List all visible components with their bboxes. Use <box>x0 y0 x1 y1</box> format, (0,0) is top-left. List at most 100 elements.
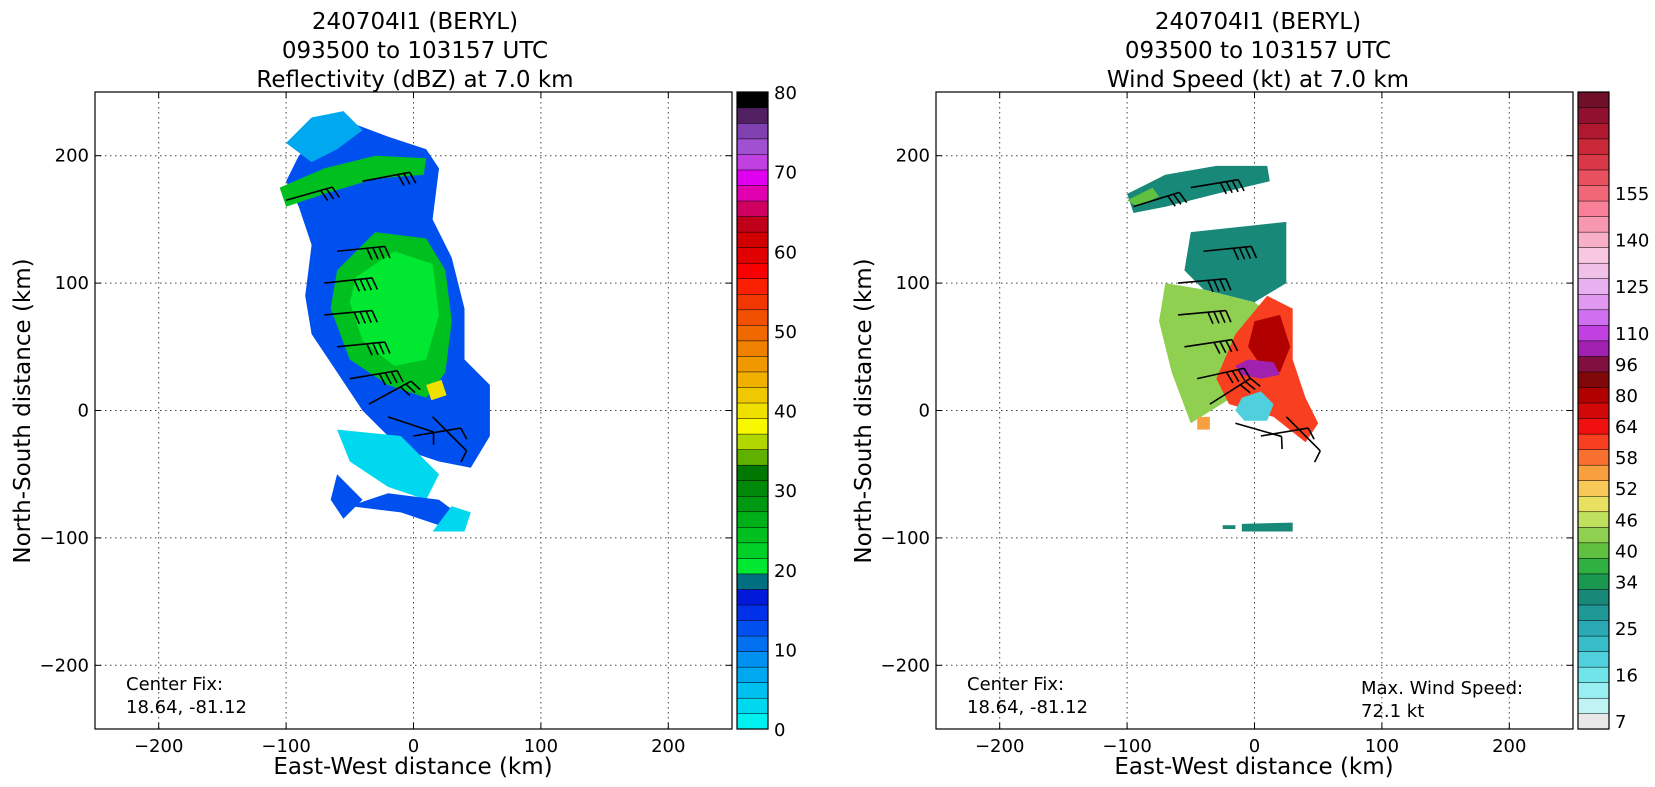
colorbar-swatch <box>1577 200 1610 217</box>
colorbar-swatch <box>736 666 769 683</box>
center-fix-label: Center Fix: <box>126 674 223 695</box>
colorbar-swatch <box>736 355 769 373</box>
colorbar-tick-label: 25 <box>1615 619 1638 640</box>
colorbar-swatch <box>1577 495 1610 513</box>
colorbar-swatch <box>1577 651 1610 668</box>
echo-region <box>1248 314 1291 373</box>
colorbar-swatch <box>1577 480 1610 497</box>
colorbar-swatch <box>736 340 769 357</box>
colorbar-swatch <box>736 169 769 186</box>
colorbar-swatch <box>736 91 769 109</box>
panel-reflectivity: 240704I1 (BERYL) 093500 to 103157 UTC Re… <box>10 9 797 780</box>
y-tick-label: 200 <box>55 146 89 167</box>
colorbar-tick-label: 16 <box>1615 666 1638 687</box>
colorbar-swatch <box>736 278 769 295</box>
y-tick-label: 0 <box>78 401 89 422</box>
colorbar-swatch <box>1577 278 1610 295</box>
colorbar-swatch <box>1577 604 1610 621</box>
colorbar-swatch <box>1577 619 1610 637</box>
colorbar-swatch <box>736 635 769 652</box>
wind-barb <box>362 171 417 186</box>
echo-region <box>432 506 471 532</box>
wind-barbs <box>285 171 468 463</box>
colorbar-swatch <box>1577 138 1610 155</box>
colorbar-tick-label: 30 <box>774 481 797 502</box>
title-line: 240704I1 (BERYL) <box>312 9 518 35</box>
colorbar-swatch <box>1577 262 1610 279</box>
colorbar: 0 10 20 30 40 50 60 70 80 <box>736 83 797 741</box>
colorbar-swatch <box>1577 682 1610 699</box>
colorbar-swatch <box>736 231 769 248</box>
colorbar: 7 16 25 34 40 46 52 58 64 80 96 110 125 140 155 <box>1577 91 1649 733</box>
wind-barb <box>1235 422 1283 450</box>
center-fix-value: 18.64, -81.12 <box>126 697 247 718</box>
axis-ticks: −200 −100 0 100 200 −200 −100 0 100 200 <box>40 92 732 757</box>
wind-barb <box>1177 309 1232 325</box>
colorbar-tick-label: 96 <box>1615 355 1638 376</box>
colorbar-tick-label: 140 <box>1615 231 1649 252</box>
colorbar-swatch <box>736 604 769 621</box>
wind-barb <box>368 380 421 405</box>
colorbar-swatch <box>736 184 769 202</box>
wind-barb <box>336 341 391 356</box>
colorbar-swatch <box>1577 355 1610 373</box>
colorbar-swatch <box>1577 386 1610 404</box>
max-wind-label: Max. Wind Speed: <box>1361 678 1523 699</box>
colorbar-tick-label: 52 <box>1615 479 1638 500</box>
colorbar-swatch <box>736 309 769 326</box>
center-fix-label: Center Fix: <box>967 674 1064 695</box>
title-line: Wind Speed (kt) at 7.0 km <box>1107 67 1409 93</box>
colorbar-swatch <box>736 682 769 699</box>
x-tick-label: −100 <box>261 736 310 757</box>
echo-region <box>1241 522 1293 532</box>
wind-barb <box>387 416 435 445</box>
colorbar-tick-label: 34 <box>1615 572 1638 593</box>
panel-wind-speed: 240704I1 (BERYL) 093500 to 103157 UTC Wi… <box>851 9 1649 780</box>
grid <box>936 92 1573 729</box>
colorbar-swatch <box>736 138 769 155</box>
wind-barb <box>324 309 378 325</box>
wind-barb <box>432 416 468 463</box>
wind-barb <box>349 369 404 386</box>
max-wind-value: 72.1 kt <box>1361 701 1424 722</box>
colorbar-swatch <box>1577 340 1610 357</box>
colorbar-swatch <box>1577 418 1610 435</box>
colorbar-swatch <box>736 433 769 450</box>
title-line: 093500 to 103157 UTC <box>282 38 548 64</box>
colorbar-swatch <box>1577 573 1610 590</box>
y-tick-label: −200 <box>881 655 930 676</box>
data-layer <box>279 111 490 532</box>
colorbar-swatch <box>1577 697 1610 715</box>
title-line: 093500 to 103157 UTC <box>1125 38 1391 64</box>
colorbar-swatch <box>1577 464 1610 481</box>
colorbar-tick-label: 20 <box>774 561 797 582</box>
wind-barb <box>324 277 379 292</box>
colorbar-swatch <box>736 262 769 279</box>
title: 240704I1 (BERYL) 093500 to 103157 UTC Wi… <box>1107 9 1409 93</box>
echo-region <box>1222 525 1236 529</box>
y-axis-label: North-South distance (km) <box>10 258 36 563</box>
colorbar-swatch <box>1577 169 1610 186</box>
colorbar-swatch <box>736 107 769 124</box>
colorbar-swatch <box>736 386 769 404</box>
colorbar-swatch <box>736 122 769 140</box>
colorbar-swatch <box>1577 713 1610 730</box>
colorbar-swatch <box>736 464 769 481</box>
echo-region <box>330 474 363 519</box>
wind-barb <box>1209 377 1261 405</box>
colorbar-swatch <box>1577 153 1610 171</box>
wind-barbs <box>1133 178 1322 463</box>
wind-barb <box>1133 191 1188 208</box>
title-line: Reflectivity (dBZ) at 7.0 km <box>256 67 573 93</box>
colorbar-tick-label: 110 <box>1615 324 1649 345</box>
x-tick-label: 100 <box>1365 736 1399 757</box>
x-axis-label: East-West distance (km) <box>1114 754 1393 780</box>
echo-region <box>286 111 363 163</box>
colorbar-tick-label: 64 <box>1615 417 1638 438</box>
colorbar-tick-label: 40 <box>1615 541 1638 562</box>
colorbar-swatch <box>1577 433 1610 450</box>
y-tick-label: 100 <box>55 273 89 294</box>
colorbar-swatch <box>1577 511 1610 528</box>
colorbar-swatch <box>1577 107 1610 124</box>
x-tick-label: 100 <box>524 736 558 757</box>
